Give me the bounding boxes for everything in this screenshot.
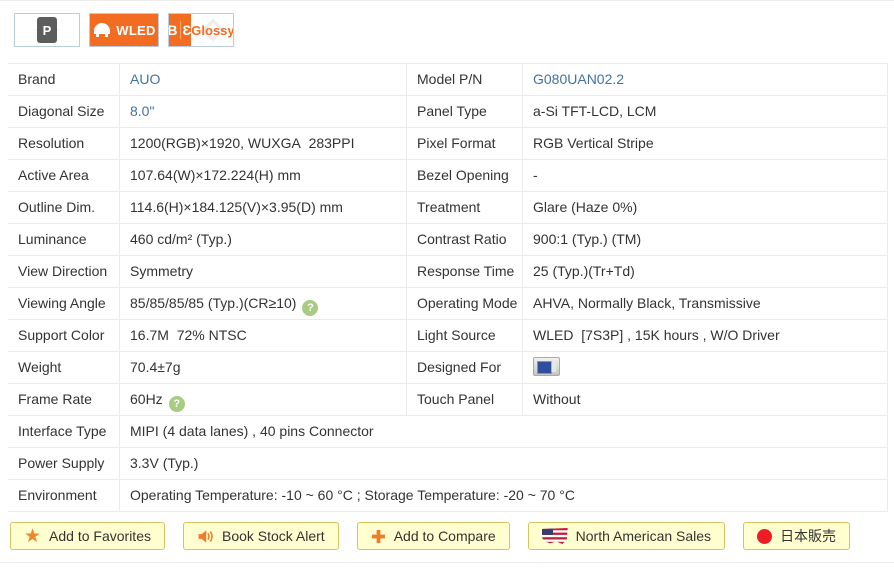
spec-row-power: Power Supply 3.3V (Typ.) <box>8 448 888 480</box>
spec-value-pixel-format: RGB Vertical Stripe <box>523 128 888 159</box>
spec-value-treatment: Glare (Haze 0%) <box>523 192 888 223</box>
spec-value-support-color: 16.7M 72% NTSC <box>120 320 407 351</box>
speaker-icon <box>197 528 214 545</box>
glossy-logo-divider <box>179 21 181 39</box>
spec-label-frame-rate: Frame Rate <box>8 384 120 415</box>
spec-value-interface-type: MIPI (4 data lanes) , 40 pins Connector <box>120 416 888 447</box>
glossy-badge-logo: B Ɛ <box>168 14 192 46</box>
spec-table: Brand AUO Model P/N G080UAN02.2 Diagonal… <box>8 63 888 512</box>
book-stock-alert-button[interactable]: Book Stock Alert <box>182 522 339 550</box>
spec-label-weight: Weight <box>8 352 120 383</box>
spec-value-weight: 70.4±7g <box>120 352 407 383</box>
action-bar: ★ Add to Favorites Book Stock Alert Add … <box>10 522 894 550</box>
spec-row-framerate-touch: Frame Rate 60Hz? Touch Panel Without <box>8 384 888 416</box>
spec-label-light-source: Light Source <box>407 320 523 351</box>
spec-row-outline-treatment: Outline Dim. 114.6(H)×184.125(V)×3.95(D)… <box>8 192 888 224</box>
spec-value-resolution: 1200(RGB)×1920, WUXGA 283PPI <box>120 128 407 159</box>
spec-value-panel-type: a-Si TFT-LCD, LCM <box>523 96 888 127</box>
spec-value-bezel-opening: - <box>523 160 888 191</box>
plus-icon <box>371 529 386 544</box>
spec-label-panel-type: Panel Type <box>407 96 523 127</box>
spec-value-outline-dim: 114.6(H)×184.125(V)×3.95(D) mm <box>120 192 407 223</box>
spec-value-viewing-angle: 85/85/85/85 (Typ.)(CR≥10) <box>130 295 297 311</box>
spec-value-active-area: 107.64(W)×172.224(H) mm <box>120 160 407 191</box>
book-stock-alert-label: Book Stock Alert <box>221 528 325 544</box>
glossy-logo-b: B <box>168 22 178 38</box>
spec-row-activearea-bezel: Active Area 107.64(W)×172.224(H) mm Beze… <box>8 160 888 192</box>
spec-label-interface-type: Interface Type <box>8 416 120 447</box>
add-to-compare-label: Add to Compare <box>393 528 496 544</box>
spec-value-luminance: 460 cd/m² (Typ.) <box>120 224 407 255</box>
diagonal-size-link[interactable]: 8.0" <box>130 103 155 119</box>
spec-label-environment: Environment <box>8 480 120 511</box>
industrial-device-icon[interactable] <box>533 357 560 376</box>
glossy-badge-label: Glossy <box>191 22 234 38</box>
spec-row-brand-model: Brand AUO Model P/N G080UAN02.2 <box>8 64 888 96</box>
north-american-sales-label: North American Sales <box>575 528 712 544</box>
spec-label-power-supply: Power Supply <box>8 448 120 479</box>
spec-label-brand: Brand <box>8 64 120 95</box>
spec-label-view-direction: View Direction <box>8 256 120 287</box>
wled-badge-label: WLED <box>116 22 156 38</box>
spec-row-weight-designedfor: Weight 70.4±7g Designed For <box>8 352 888 384</box>
spec-label-viewing-angle: Viewing Angle <box>8 288 120 319</box>
model-pn-link[interactable]: G080UAN02.2 <box>533 71 625 87</box>
spec-label-pixel-format: Pixel Format <box>407 128 523 159</box>
footer-divider <box>0 562 894 563</box>
spec-label-designed-for: Designed For <box>407 352 523 383</box>
glossy-treatment-badge: B Ɛ Glossy <box>168 13 234 47</box>
spec-label-diagonal-size: Diagonal Size <box>8 96 120 127</box>
spec-value-view-direction: Symmetry <box>120 256 407 287</box>
portrait-orientation-badge: P <box>14 13 80 47</box>
japan-flag-icon <box>757 528 773 544</box>
feature-badge-row: P WLED B Ɛ Glossy <box>0 1 894 47</box>
spec-label-outline-dim: Outline Dim. <box>8 192 120 223</box>
spec-row-viewangle-opmode: Viewing Angle 85/85/85/85 (Typ.)(CR≥10)?… <box>8 288 888 320</box>
wled-backlight-badge: WLED <box>89 13 159 47</box>
spec-row-viewdir-response: View Direction Symmetry Response Time 25… <box>8 256 888 288</box>
add-to-favorites-label: Add to Favorites <box>49 528 151 544</box>
spec-value-response-time: 25 (Typ.)(Tr+Td) <box>523 256 888 287</box>
glossy-badge-label-wrap: Glossy <box>191 14 234 46</box>
add-to-favorites-button[interactable]: ★ Add to Favorites <box>10 522 165 550</box>
spec-label-support-color: Support Color <box>8 320 120 351</box>
add-to-compare-button[interactable]: Add to Compare <box>356 522 510 550</box>
spec-label-contrast-ratio: Contrast Ratio <box>407 224 523 255</box>
spec-label-active-area: Active Area <box>8 160 120 191</box>
north-american-sales-button[interactable]: North American Sales <box>527 522 726 550</box>
star-icon: ★ <box>24 525 42 547</box>
spec-row-size-paneltype: Diagonal Size 8.0" Panel Type a-Si TFT-L… <box>8 96 888 128</box>
spec-value-contrast-ratio: 900:1 (Typ.) (TM) <box>523 224 888 255</box>
spec-label-model-pn: Model P/N <box>407 64 523 95</box>
lamp-icon <box>92 22 112 38</box>
spec-label-operating-mode: Operating Mode <box>407 288 523 319</box>
spec-row-color-lightsource: Support Color 16.7M 72% NTSC Light Sourc… <box>8 320 888 352</box>
spec-row-luminance-contrast: Luminance 460 cd/m² (Typ.) Contrast Rati… <box>8 224 888 256</box>
japan-sales-button[interactable]: 日本販売 <box>743 522 851 550</box>
spec-row-environment: Environment Operating Temperature: -10 ~… <box>8 480 888 512</box>
brand-link[interactable]: AUO <box>130 71 161 87</box>
spec-label-bezel-opening: Bezel Opening <box>407 160 523 191</box>
spec-value-frame-rate: 60Hz <box>130 391 163 407</box>
us-flag-icon <box>542 528 568 544</box>
spec-value-touch-panel: Without <box>523 384 888 415</box>
japan-sales-label: 日本販売 <box>780 528 837 544</box>
spec-label-luminance: Luminance <box>8 224 120 255</box>
spec-row-interface: Interface Type MIPI (4 data lanes) , 40 … <box>8 416 888 448</box>
spec-value-light-source: WLED [7S3P] , 15K hours , W/O Driver <box>523 320 888 351</box>
help-icon[interactable]: ? <box>302 300 319 316</box>
help-icon[interactable]: ? <box>168 396 185 412</box>
spec-label-touch-panel: Touch Panel <box>407 384 523 415</box>
spec-row-resolution-pixelformat: Resolution 1200(RGB)×1920, WUXGA 283PPI … <box>8 128 888 160</box>
glossy-logo-e: Ɛ <box>182 22 192 38</box>
spec-value-power-supply: 3.3V (Typ.) <box>120 448 888 479</box>
spec-label-response-time: Response Time <box>407 256 523 287</box>
spec-value-environment: Operating Temperature: -10 ~ 60 °C ; Sto… <box>120 480 888 511</box>
spec-label-resolution: Resolution <box>8 128 120 159</box>
spec-label-treatment: Treatment <box>407 192 523 223</box>
portrait-icon: P <box>37 17 57 43</box>
spec-value-operating-mode: AHVA, Normally Black, Transmissive <box>523 288 888 319</box>
